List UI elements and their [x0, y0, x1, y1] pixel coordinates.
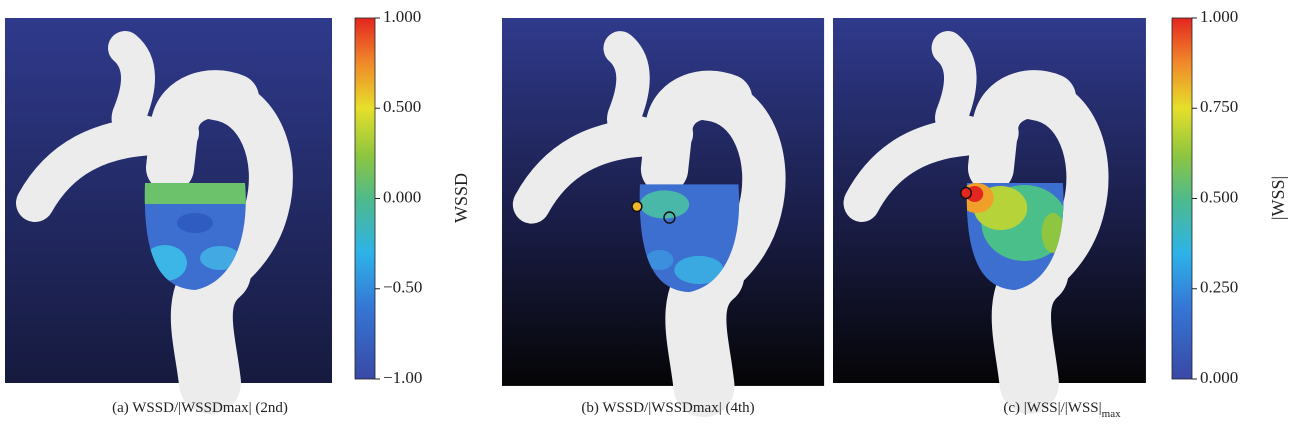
panel-image	[502, 18, 824, 386]
colorbar-tick-label: 1.000	[383, 7, 421, 26]
figure: WSSD |WSS| (a) WSSD/|WSSDmax| (2nd) (b) …	[0, 0, 1294, 439]
colorbar-tick-label: 0.750	[1200, 97, 1238, 116]
colorbar-tick-label: 0.250	[1200, 278, 1238, 297]
colorbar-tick-label: −1.00	[383, 368, 422, 387]
colorbar-label: |WSS|	[1268, 176, 1288, 220]
caption: (c) |WSS|/|WSS|max	[1003, 400, 1121, 419]
colorbar-tick-label: 0.500	[383, 97, 421, 116]
colorbar-tick-label: 0.500	[1200, 187, 1238, 206]
panel-image	[833, 18, 1146, 383]
colorbar-tick-label: 1.000	[1200, 7, 1238, 26]
colorbar-tick-label: 0.000	[383, 187, 421, 206]
colorbar	[355, 18, 375, 379]
colorbar-label: WSSD	[451, 173, 471, 223]
colorbar	[1172, 18, 1192, 379]
caption: (b) WSSD/|WSSDmax| (4th)	[581, 400, 754, 416]
panel-image	[5, 18, 332, 383]
caption: (a) WSSD/|WSSDmax| (2nd)	[112, 400, 288, 416]
colorbar-tick-label: −0.50	[383, 278, 422, 297]
colorbar-tick-label: 0.000	[1200, 368, 1238, 387]
